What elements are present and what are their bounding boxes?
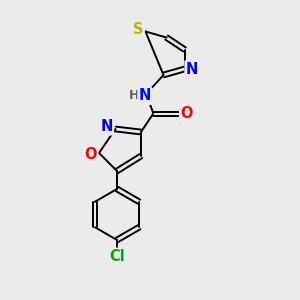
Text: O: O xyxy=(180,106,193,122)
Text: N: N xyxy=(100,119,113,134)
Text: S: S xyxy=(133,22,143,38)
Text: H: H xyxy=(129,89,139,103)
Text: Cl: Cl xyxy=(109,249,125,264)
Text: O: O xyxy=(84,147,97,162)
Text: N: N xyxy=(139,88,151,104)
Text: N: N xyxy=(186,61,198,76)
